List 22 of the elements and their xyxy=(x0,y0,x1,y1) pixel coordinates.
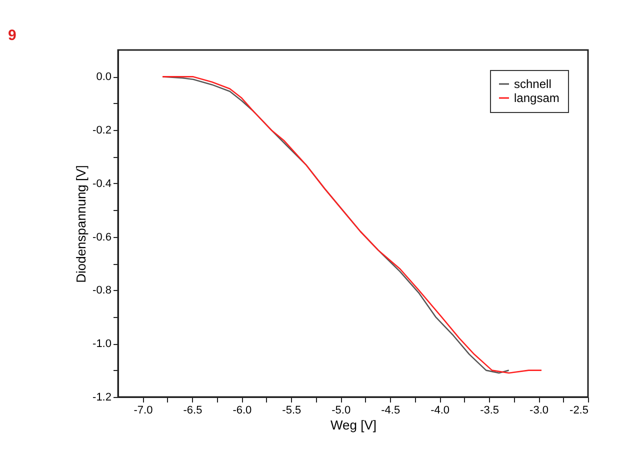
legend-label: langsam xyxy=(514,91,560,105)
text: 9 xyxy=(8,27,16,44)
y-axis-title: Diodenspannung [V] xyxy=(74,165,89,283)
x-tick-label: -5.5 xyxy=(282,404,302,416)
x-tick-label: -6.5 xyxy=(183,404,202,416)
x-tick-label: -3.5 xyxy=(480,404,500,416)
x-tick-label: -5.0 xyxy=(332,404,351,416)
y-tick-label: -1.0 xyxy=(92,338,112,350)
y-tick-label: -0.4 xyxy=(92,178,112,190)
x-tick-label: -6.0 xyxy=(232,404,252,416)
legend-label: schnell xyxy=(514,77,552,91)
y-tick-label: 0.0 xyxy=(96,71,112,84)
x-tick-label: -4.5 xyxy=(381,404,400,416)
y-tick-label: -1.2 xyxy=(92,392,112,404)
y-tick-label: -0.6 xyxy=(92,231,112,244)
x-tick-label: -2.5 xyxy=(570,404,588,416)
y-tick-label: -0.2 xyxy=(92,124,112,137)
x-tick-label: -7.0 xyxy=(134,404,153,416)
x-tick-label: -4.0 xyxy=(430,404,450,416)
x-axis-title: Weg [V] xyxy=(330,418,377,432)
y-tick-label: -0.8 xyxy=(92,284,112,297)
x-tick-label: -3.0 xyxy=(530,404,549,416)
